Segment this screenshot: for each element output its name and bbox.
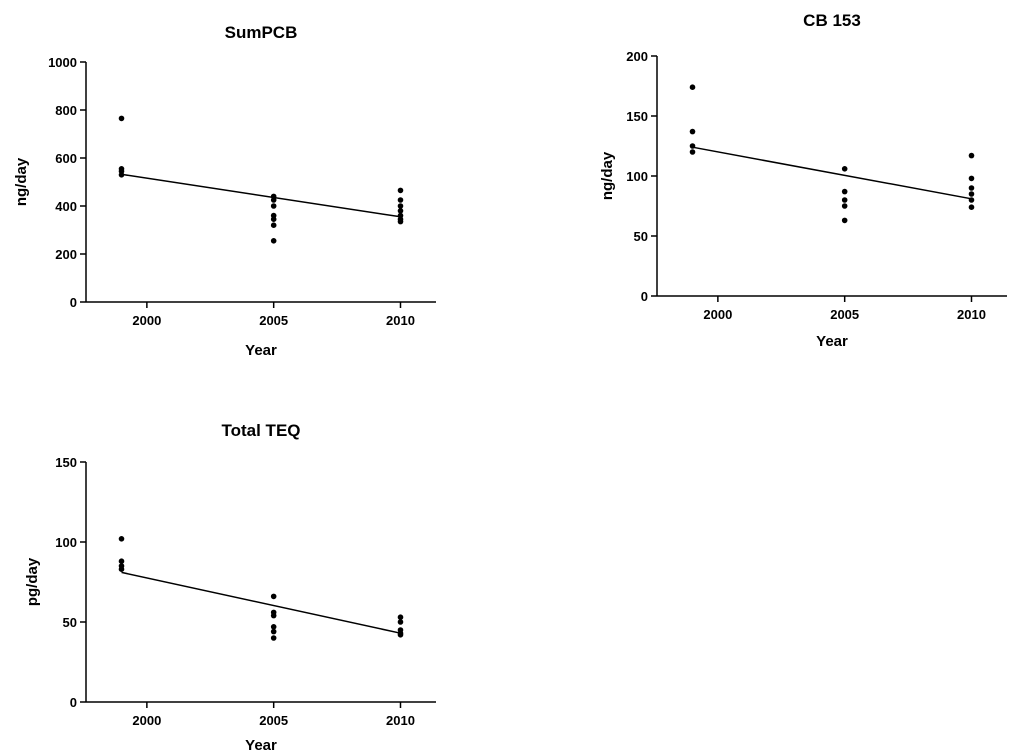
trend-line [121,173,401,218]
y-tick-label: 200 [55,247,77,262]
x-axis-label: Year [245,737,277,754]
data-point [841,166,848,172]
x-tick-label: 2010 [386,313,415,328]
x-axis-label: Year [245,342,277,359]
data-point [397,218,404,225]
data-point [397,632,404,638]
data-point [841,217,848,224]
data-point [841,188,848,195]
data-point [270,628,277,635]
x-tick-label: 2000 [132,313,161,328]
y-tick-label: 0 [641,289,648,304]
y-tick-label: 100 [626,169,648,184]
y-tick-label: 150 [626,109,648,124]
data-point [270,203,277,209]
data-point [841,197,848,203]
data-point [397,203,404,209]
data-point [968,185,975,191]
data-point [968,204,975,210]
x-tick-label: 2005 [259,313,288,328]
data-point [397,619,404,625]
y-tick-label: 400 [55,199,77,214]
x-axis-label: Year [816,333,848,350]
data-point [841,203,848,209]
y-axis-label: ng/day [599,151,616,200]
data-point [397,614,404,620]
chart-title: SumPCB [225,23,298,42]
x-tick-label: 2010 [386,713,415,728]
data-point [118,566,125,572]
y-tick-label: 0 [70,295,77,310]
trend-line [121,571,401,634]
data-point [118,536,125,542]
y-tick-label: 200 [626,49,648,64]
chart-title: Total TEQ [221,421,300,440]
data-point [968,175,975,182]
x-tick-label: 2000 [132,713,161,728]
data-point [270,635,277,641]
data-point [968,191,975,197]
data-point [270,624,277,630]
chart-panel-3: Total TEQ 0 50 100 150 2000 2005 2010 Year pg/day [24,421,436,754]
data-point [397,187,404,194]
data-point [118,558,125,564]
y-axis-label: ng/day [13,157,30,206]
chart-panel-2: CB 153 0 50 100 150 200 2000 2005 2010 Year ng/day [599,11,1007,350]
data-point [689,149,696,155]
data-point [118,172,125,178]
chart-title: CB 153 [803,11,861,30]
y-axis-label: pg/day [24,557,41,606]
data-point [270,612,277,619]
data-point [689,143,696,149]
data-point [968,152,975,159]
data-point [397,197,404,203]
y-tick-label: 1000 [48,55,77,70]
data-point [118,115,125,122]
data-point [270,593,277,600]
data-point [270,197,277,203]
y-tick-label: 50 [63,615,77,630]
y-tick-label: 50 [634,229,648,244]
data-point [270,216,277,222]
y-tick-label: 600 [55,151,77,166]
y-tick-label: 150 [55,455,77,470]
data-point [968,197,975,203]
x-tick-label: 2005 [830,307,859,322]
x-tick-label: 2010 [957,307,986,322]
data-point [270,222,277,228]
x-tick-label: 2000 [703,307,732,322]
data-point [689,128,696,135]
y-tick-label: 0 [70,695,77,710]
y-tick-label: 800 [55,103,77,118]
data-point [689,84,696,90]
data-point [397,208,404,214]
data-point [270,238,277,244]
trend-line [692,146,972,200]
chart-panel-1: SumPCB 0 200 400 600 800 1000 2000 2005 2010 Year n… [13,23,436,359]
x-tick-label: 2005 [259,713,288,728]
y-tick-label: 100 [55,535,77,550]
